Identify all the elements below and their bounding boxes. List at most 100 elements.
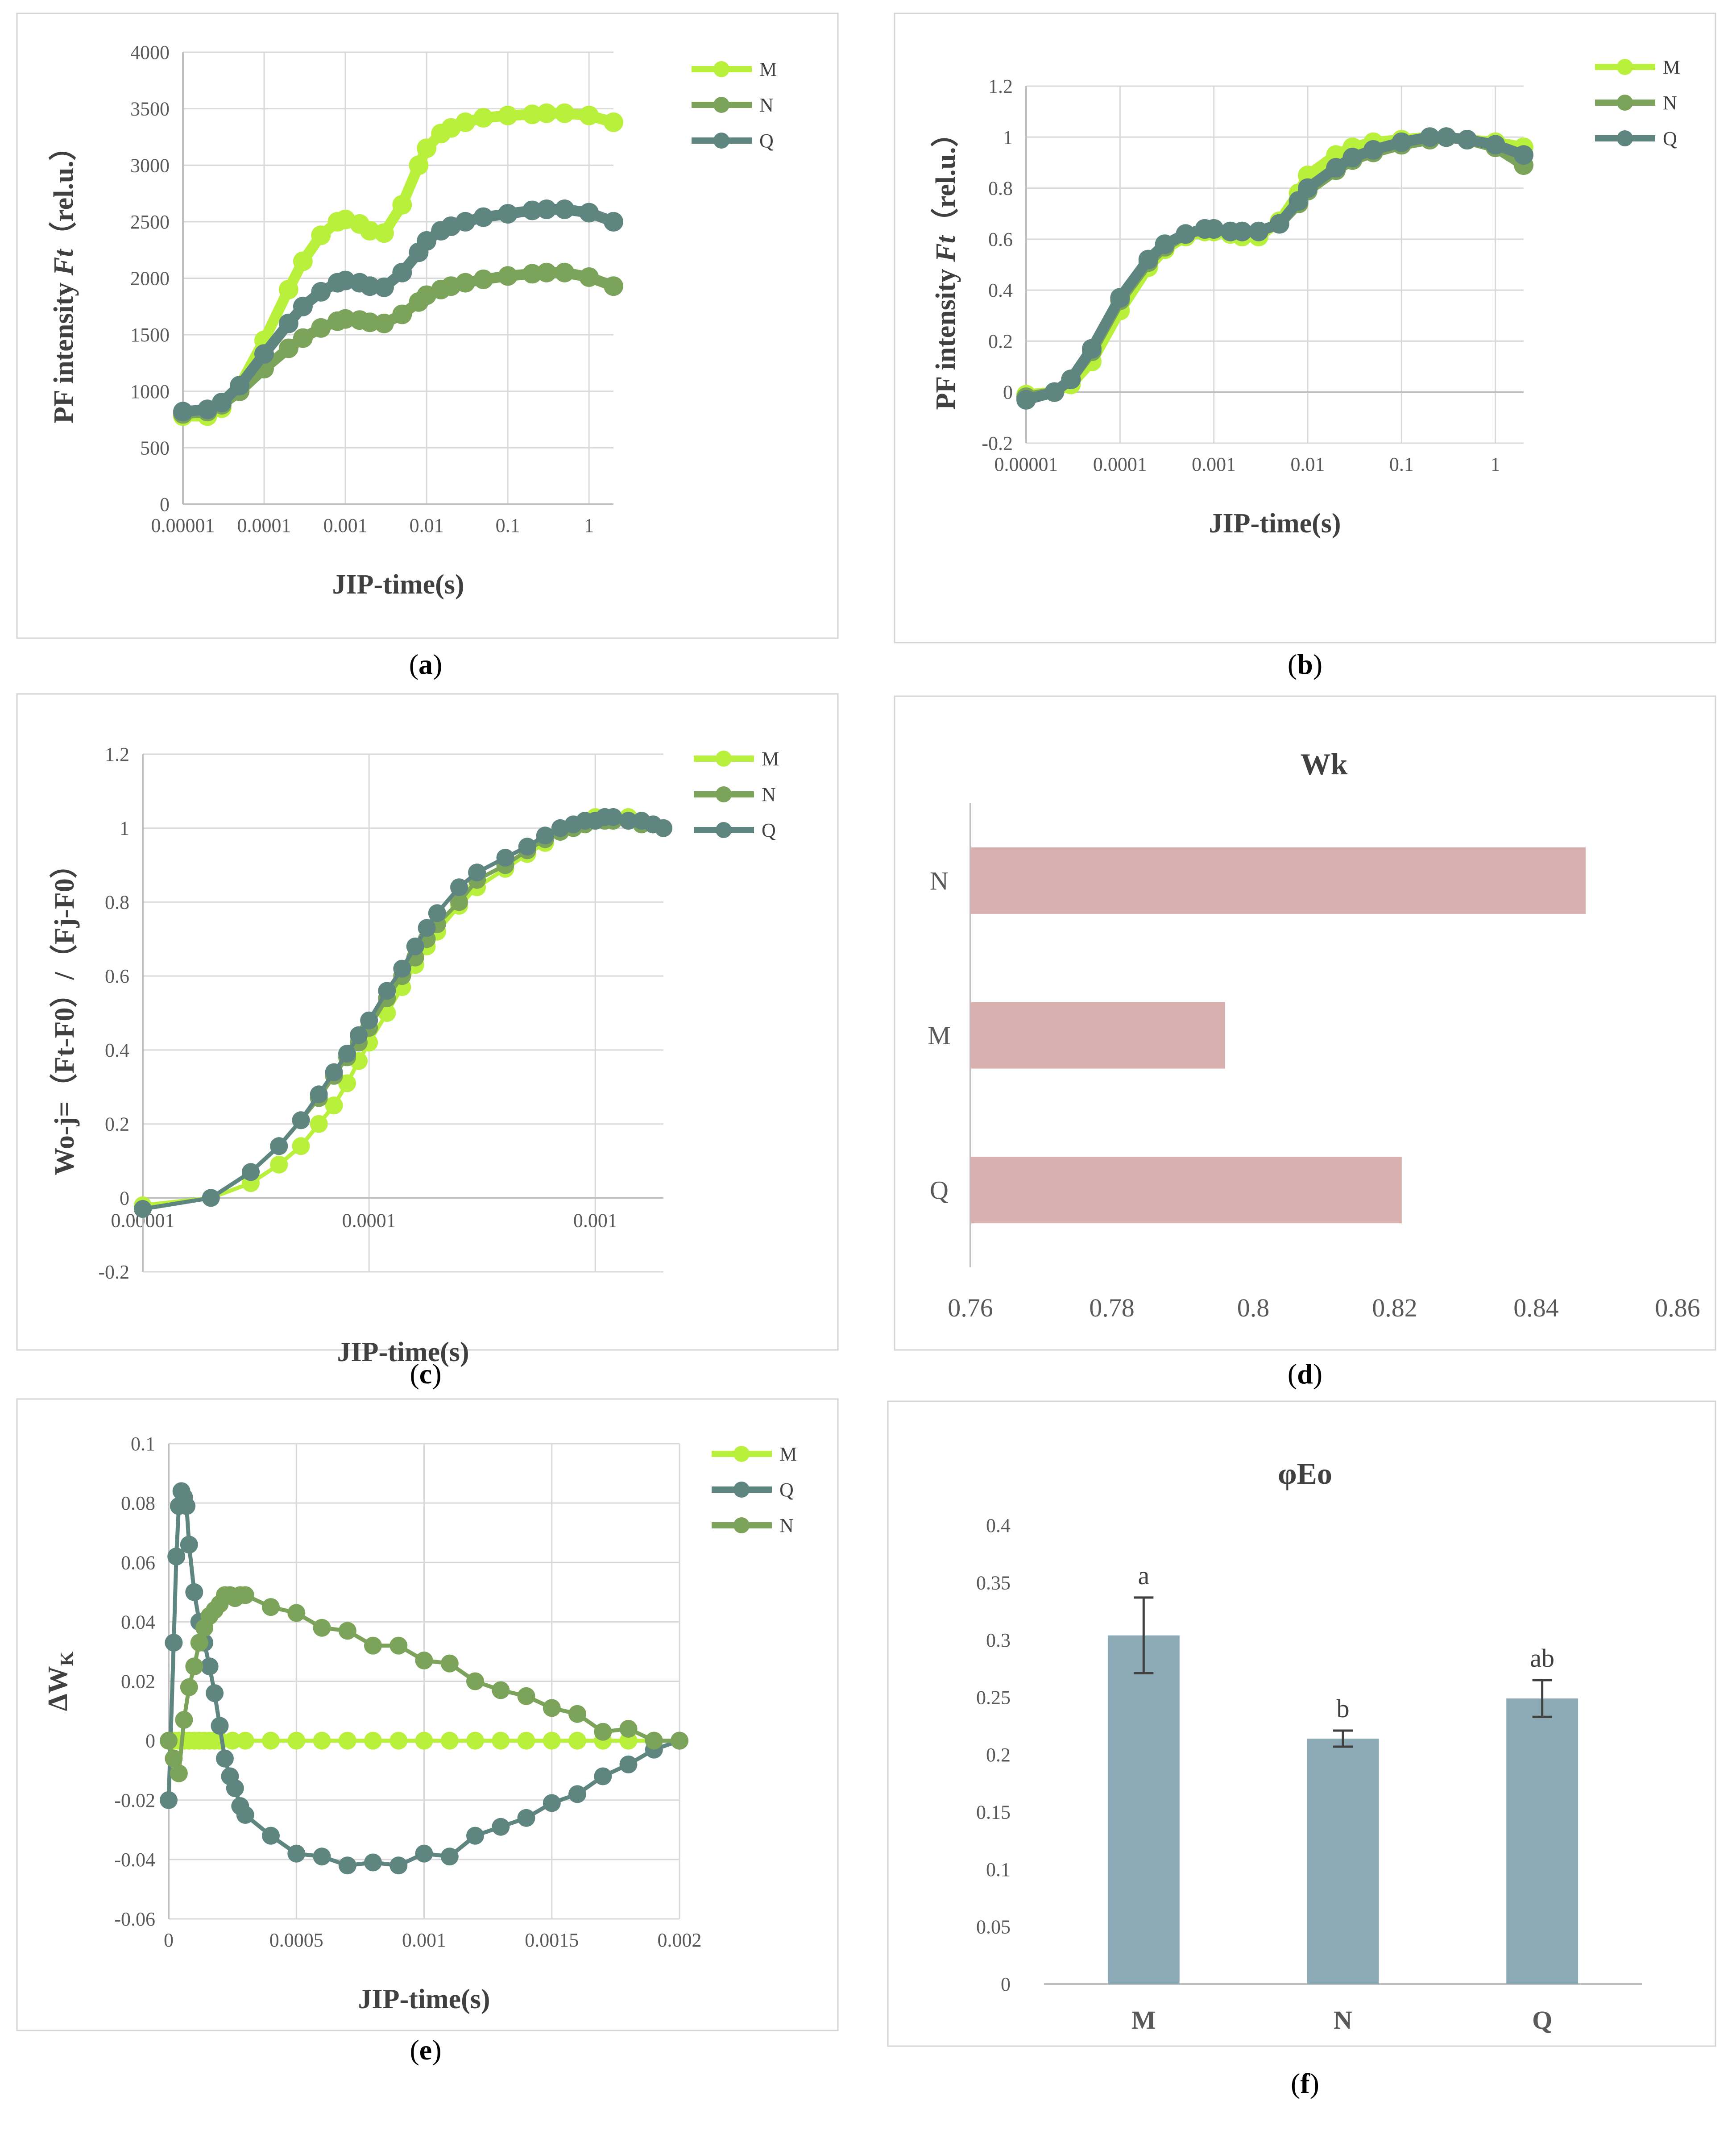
x-tick-label: 0.76: [948, 1293, 993, 1322]
data-point-M: [466, 1731, 484, 1750]
data-point-Q: [579, 203, 599, 223]
data-point-N: [579, 267, 599, 287]
data-point-Q: [473, 207, 493, 227]
data-point-M: [440, 1731, 459, 1750]
y-axis-label: PF intensity Ft（rel.u.）: [930, 119, 961, 410]
data-point-Q: [293, 296, 313, 316]
data-point-Q: [517, 1809, 535, 1827]
legend-label-N: N: [1663, 92, 1677, 114]
y-tick-label: 0.06: [121, 1552, 155, 1574]
data-point-Q: [468, 864, 486, 882]
data-point-M: [262, 1731, 280, 1750]
legend-marker-Q: [716, 822, 732, 838]
data-point-Q: [180, 1536, 198, 1554]
x-tick-label: 0.001: [402, 1929, 446, 1951]
data-point-Q: [393, 959, 411, 978]
chart-f: φEo 0 0.05 0.1 0.15 0.2 0.25 0.3 0.35 0.4 a Mb Nab Q: [887, 1400, 1716, 2047]
x-tick-label: 0.001: [573, 1209, 617, 1231]
data-point-N: [671, 1731, 688, 1750]
error-bar-N: [1333, 1729, 1353, 1748]
data-point-Q: [1110, 288, 1130, 308]
data-point-N: [287, 1604, 306, 1622]
y-tick-label: 0.2: [986, 1744, 1011, 1766]
data-point-M: [270, 1155, 288, 1174]
y-tick-label: 0.8: [105, 891, 129, 913]
error-bar-M: [1134, 1596, 1154, 1675]
x-tick-label: 0: [164, 1929, 174, 1951]
legend-label-N: N: [779, 1515, 794, 1536]
data-point-Q: [1342, 148, 1363, 167]
data-point-Q: [360, 276, 380, 296]
data-point-M: [456, 112, 475, 132]
data-point-Q: [1138, 249, 1158, 270]
data-point-Q: [1016, 390, 1036, 410]
legend-marker-N: [716, 786, 732, 802]
data-point-M: [555, 103, 575, 123]
x-axis-label: JIP-time(s): [358, 1984, 490, 2014]
caption-e: (e): [410, 2034, 441, 2066]
data-point-Q: [428, 904, 446, 922]
y-tick-label: -0.2: [98, 1261, 129, 1283]
data-point-N: [466, 1672, 484, 1690]
data-point-N: [336, 309, 356, 329]
legend-marker-N: [1617, 95, 1633, 111]
data-point-Q: [215, 1749, 234, 1768]
x-tick-label: 0.0001: [1093, 453, 1147, 475]
category-label-M: M: [928, 1021, 951, 1050]
data-point-Q: [1485, 135, 1505, 155]
category-label-N: N: [930, 866, 949, 895]
y-axis-label: PF intensity Ft（rel.u.）: [48, 133, 79, 423]
y-tick-label: 0.4: [105, 1039, 129, 1061]
data-point-M: [311, 225, 331, 245]
data-point-N: [517, 1687, 535, 1705]
data-point-Q: [206, 1684, 224, 1702]
data-point-Q: [440, 1848, 459, 1866]
y-tick-label: -0.04: [114, 1849, 155, 1871]
data-point-Q: [364, 1853, 382, 1872]
legend-marker-Q: [713, 133, 729, 149]
y-tick-label: 0.35: [976, 1572, 1011, 1594]
caption-a: (a): [409, 648, 443, 680]
y-tick-label: 0: [145, 1730, 155, 1752]
data-point-Q: [1298, 178, 1318, 198]
data-point-M: [473, 108, 493, 128]
bar-Q: [970, 1157, 1402, 1224]
x-tick-label: 0.00001: [151, 515, 215, 536]
significance-label-M: a: [1138, 1561, 1149, 1590]
y-tick-label: 4000: [130, 42, 170, 63]
legend-label-M: M: [779, 1443, 797, 1465]
legend-label-N: N: [762, 784, 776, 805]
data-point-Q: [230, 376, 250, 396]
data-point-Q: [374, 277, 394, 297]
chart-title-f: φEo: [1278, 1457, 1332, 1490]
legend-marker-N: [713, 97, 729, 113]
data-point-N: [440, 1654, 459, 1673]
category-label-N: N: [1334, 2005, 1352, 2034]
category-label-M: M: [1131, 2005, 1156, 2034]
data-point-M: [325, 1096, 343, 1115]
x-tick-label: 0.8: [1237, 1293, 1270, 1322]
y-tick-label: -0.06: [114, 1908, 155, 1930]
data-point-N: [338, 1622, 356, 1640]
data-point-M: [287, 1731, 306, 1750]
data-point-N: [555, 262, 575, 282]
data-point-Q: [417, 231, 437, 251]
data-point-N: [293, 328, 313, 348]
data-point-N: [374, 313, 394, 333]
x-tick-label: 0.1: [496, 515, 520, 536]
y-tick-label: 500: [140, 437, 170, 459]
data-point-Q: [236, 1806, 254, 1824]
legend-marker-Q: [733, 1482, 750, 1498]
y-tick-label: 0.3: [986, 1629, 1011, 1651]
y-tick-label: 0: [1003, 382, 1013, 403]
panel-frame-c: [16, 693, 839, 1351]
data-point-M: [409, 155, 429, 175]
data-point-M: [517, 1731, 535, 1750]
data-point-Q: [594, 1767, 612, 1785]
data-point-Q: [568, 1785, 586, 1803]
data-point-N: [543, 1699, 561, 1717]
data-point-Q: [185, 1583, 203, 1601]
y-tick-label: 2000: [130, 268, 170, 290]
significance-label-Q: ab: [1530, 1644, 1554, 1673]
